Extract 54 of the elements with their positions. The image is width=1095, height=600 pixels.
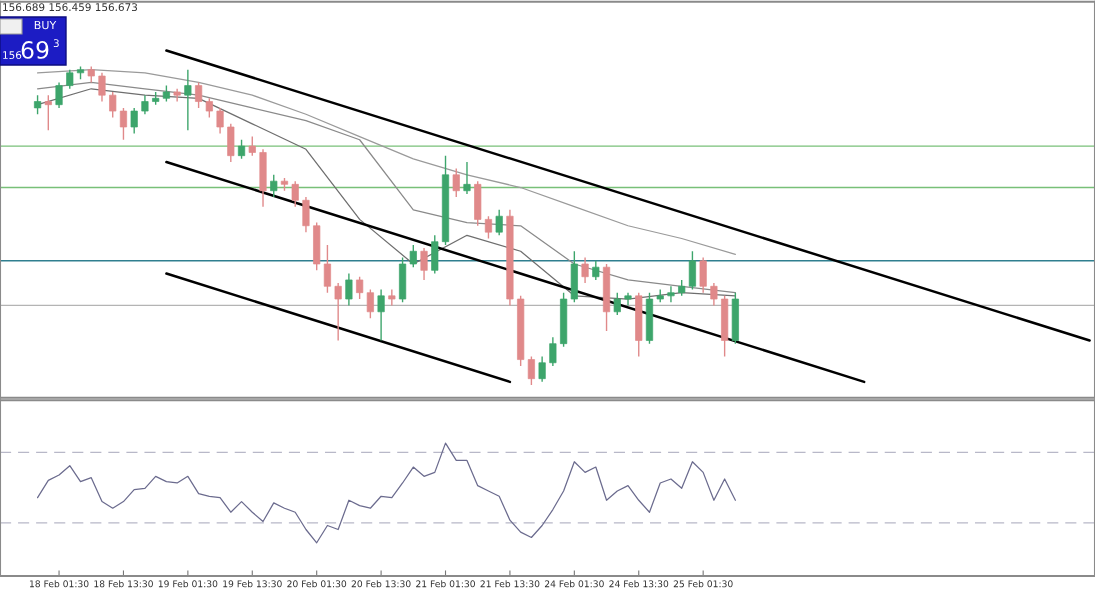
candlestick xyxy=(66,68,74,90)
candlestick xyxy=(463,161,471,195)
candlestick xyxy=(420,247,428,281)
candlestick xyxy=(237,139,246,160)
x-tick-label: 24 Feb 13:30 xyxy=(609,580,669,588)
candlestick xyxy=(323,244,331,294)
x-tick-label: 18 Feb 01:30 xyxy=(29,580,89,588)
candlestick xyxy=(216,107,224,135)
candlestick xyxy=(388,288,396,307)
text: 69 xyxy=(21,40,49,59)
candlestick xyxy=(195,81,203,109)
x-tick-label: 24 Feb 01:30 xyxy=(544,580,604,588)
candlestick xyxy=(495,209,503,237)
text: 3 xyxy=(53,39,59,48)
candlestick xyxy=(98,72,106,103)
candlestick xyxy=(130,107,138,135)
candlestick xyxy=(205,97,213,119)
candlestick xyxy=(409,244,417,268)
text: 156 xyxy=(3,51,22,60)
candlestick xyxy=(119,107,128,141)
text: 156.689 156.459 156.673 xyxy=(3,3,138,12)
candlestick xyxy=(345,272,353,307)
x-tick-label: 21 Feb 13:30 xyxy=(480,580,540,588)
candlestick xyxy=(538,355,546,383)
candlestick xyxy=(710,282,718,307)
candlestick xyxy=(109,91,117,119)
candlestick xyxy=(452,167,460,198)
candlestick xyxy=(484,215,493,240)
candlestick xyxy=(270,174,278,198)
x-tick-label: 19 Feb 01:30 xyxy=(158,580,218,588)
x-tick-label: 25 Feb 01:30 xyxy=(673,580,733,588)
candlestick xyxy=(366,288,374,319)
x-tick-label: 21 Feb 01:30 xyxy=(416,580,475,588)
candlestick xyxy=(549,336,557,367)
candlestick xyxy=(334,282,342,342)
candlestick xyxy=(581,256,589,284)
candlestick xyxy=(141,94,149,115)
candlestick xyxy=(291,180,299,208)
candlestick xyxy=(55,81,63,109)
candlestick xyxy=(34,94,42,115)
candlestick xyxy=(356,276,364,300)
candlestick xyxy=(527,355,535,386)
candlestick xyxy=(592,260,600,281)
candlestick xyxy=(613,291,621,316)
x-tick-label: 20 Feb 13:30 xyxy=(351,580,411,588)
candlestick xyxy=(184,68,192,131)
candlestick xyxy=(377,288,385,342)
candlestick xyxy=(44,94,52,131)
x-tick-label: 19 Feb 13:30 xyxy=(223,580,282,588)
x-tick-label: 20 Feb 01:30 xyxy=(287,580,347,588)
text: BUY xyxy=(34,20,57,30)
candlestick xyxy=(667,285,675,303)
candlestick xyxy=(248,135,256,157)
x-tick-label: 18 Feb 13:30 xyxy=(94,580,153,588)
